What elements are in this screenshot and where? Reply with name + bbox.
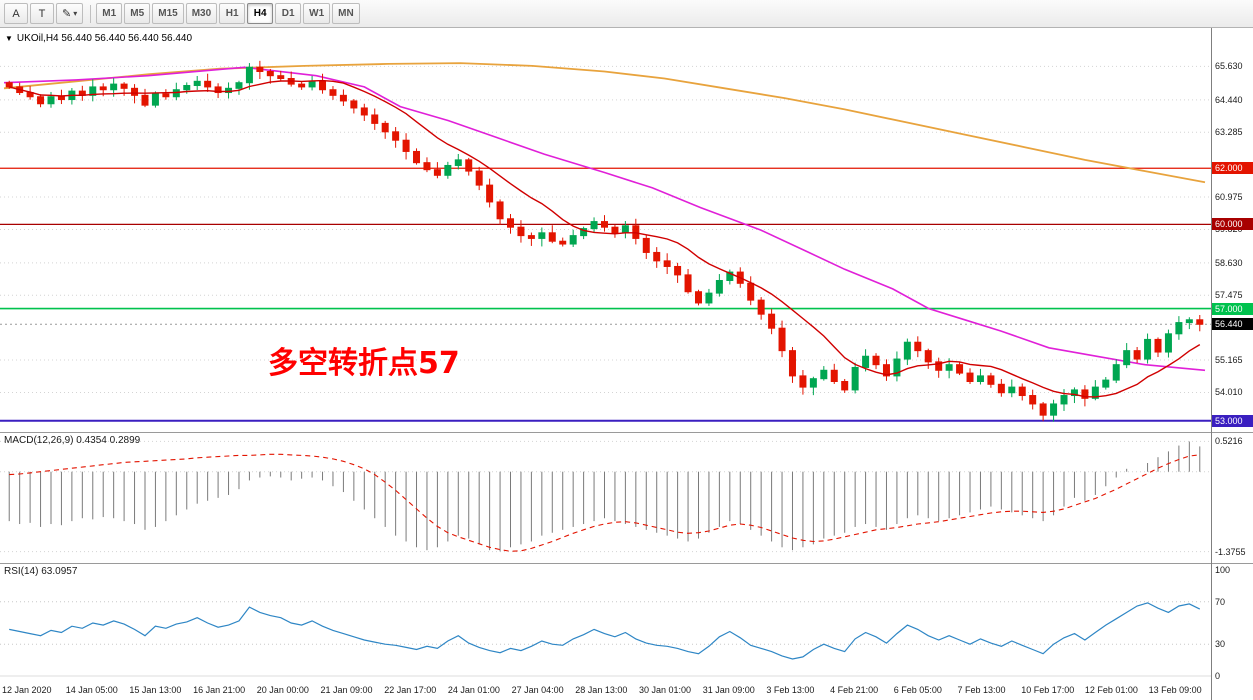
price-scale[interactable]: 65.63064.44063.28560.97559.82058.63057.4…: [1211, 28, 1253, 700]
price-tick-label: 57.475: [1215, 290, 1243, 301]
time-axis-label: 14 Jan 05:00: [65, 685, 118, 695]
timeframe-m15-button[interactable]: M15: [152, 3, 184, 24]
time-axis-label: 27 Jan 04:00: [511, 685, 564, 695]
time-axis-label: 28 Jan 13:00: [575, 685, 628, 695]
timeframe-w1-button[interactable]: W1: [303, 3, 331, 24]
price-line-badge: 62.000: [1212, 162, 1253, 175]
top-toolbar: A T ✎ ▾ M1 M5 M15 M30 H1 H4 D1 W1 MN: [0, 0, 1253, 28]
timeframe-h4-button[interactable]: H4: [247, 3, 274, 24]
time-axis-label: 4 Feb 21:00: [830, 685, 879, 695]
timeframe-m5-button[interactable]: M5: [124, 3, 151, 24]
timeframe-group: M1 M5 M15 M30 H1 H4 D1 W1 MN: [96, 3, 361, 24]
time-axis-label: 15 Jan 13:00: [129, 685, 182, 695]
macd-chart[interactable]: [0, 433, 1211, 563]
macd-label: MACD(12,26,9) 0.4354 0.2899: [4, 435, 141, 446]
price-tick-label: 64.440: [1215, 94, 1243, 105]
price-tick-label: 58.630: [1215, 257, 1243, 268]
symbol-dropdown-icon[interactable]: ▼: [5, 34, 13, 43]
price-line-badge: 57.000: [1212, 302, 1253, 315]
symbol-ohlc-text: UKOil,H4 56.440 56.440 56.440 56.440: [16, 33, 193, 44]
panel-separator[interactable]: [0, 432, 1253, 433]
time-axis-label: 12 Jan 2020: [2, 685, 52, 695]
rsi-label: RSI(14) 63.0957: [4, 566, 78, 577]
pen-icon: ✎: [62, 8, 72, 20]
cursor-tool-button[interactable]: A: [4, 3, 28, 24]
time-axis-label: 10 Feb 17:00: [1021, 685, 1075, 695]
time-axis-label: 31 Jan 09:00: [702, 685, 755, 695]
rsi-scale-label: 0: [1215, 671, 1221, 681]
draw-style-tool-button[interactable]: ✎ ▾: [56, 3, 84, 24]
chart-annotation: 多空转折点57: [268, 346, 460, 381]
panel-separator[interactable]: [0, 563, 1253, 564]
price-tick-label: 55.165: [1215, 355, 1243, 366]
timeframe-m1-button[interactable]: M1: [96, 3, 123, 24]
price-panel[interactable]: ▼ UKOil,H4 56.440 56.440 56.440 56.440 多…: [0, 28, 1253, 432]
candlestick-chart[interactable]: [0, 28, 1211, 432]
rsi-scale-label: 100: [1215, 565, 1231, 575]
rsi-scale-label: 70: [1215, 596, 1226, 607]
time-axis-label: 6 Feb 05:00: [893, 685, 942, 695]
time-axis-label: 7 Feb 13:00: [957, 685, 1006, 695]
time-axis: 12 Jan 2020 14 Jan 05:00 15 Jan 13:00 16 Ja…: [0, 685, 1211, 698]
time-axis-label: 13 Feb 09:00: [1148, 685, 1202, 695]
timeframe-m30-button[interactable]: M30: [185, 3, 218, 24]
rsi-chart[interactable]: [0, 564, 1211, 700]
current-price-badge: 56.440: [1212, 318, 1253, 331]
time-axis-label: 22 Jan 17:00: [384, 685, 437, 695]
timeframe-mn-button[interactable]: MN: [332, 3, 360, 24]
time-axis-label: 12 Feb 01:00: [1084, 685, 1138, 695]
price-tick-label: 54.010: [1215, 387, 1243, 398]
chart-area: ▼ UKOil,H4 56.440 56.440 56.440 56.440 多…: [0, 28, 1253, 700]
price-tick-label: 63.285: [1215, 127, 1243, 138]
macd-panel[interactable]: MACD(12,26,9) 0.4354 0.2899: [0, 433, 1253, 563]
time-axis-label: 16 Jan 21:00: [193, 685, 246, 695]
price-line-badge: 60.000: [1212, 218, 1253, 231]
price-line-badge: 53.000: [1212, 414, 1253, 427]
time-axis-label: 24 Jan 01:00: [447, 685, 500, 695]
time-axis-label: 20 Jan 00:00: [256, 685, 309, 695]
price-tick-label: 60.975: [1215, 192, 1243, 203]
text-tool-button[interactable]: T: [30, 3, 54, 24]
macd-scale-label: 0.5216: [1215, 436, 1243, 447]
symbol-label: ▼ UKOil,H4 56.440 56.440 56.440 56.440: [5, 33, 192, 44]
toolbar-separator: [90, 4, 92, 23]
time-axis-label: 30 Jan 01:00: [639, 685, 692, 695]
time-axis-label: 21 Jan 09:00: [320, 685, 373, 695]
rsi-scale-label: 30: [1215, 639, 1226, 650]
rsi-panel[interactable]: RSI(14) 63.0957 12 Jan 2020 14 Jan 05:00 1…: [0, 564, 1253, 700]
price-tick-label: 65.630: [1215, 61, 1243, 72]
chevron-down-icon: ▾: [73, 9, 78, 18]
macd-scale-label: -1.3755: [1215, 546, 1246, 557]
timeframe-h1-button[interactable]: H1: [219, 3, 246, 24]
time-axis-label: 3 Feb 13:00: [766, 685, 815, 695]
timeframe-d1-button[interactable]: D1: [275, 3, 302, 24]
